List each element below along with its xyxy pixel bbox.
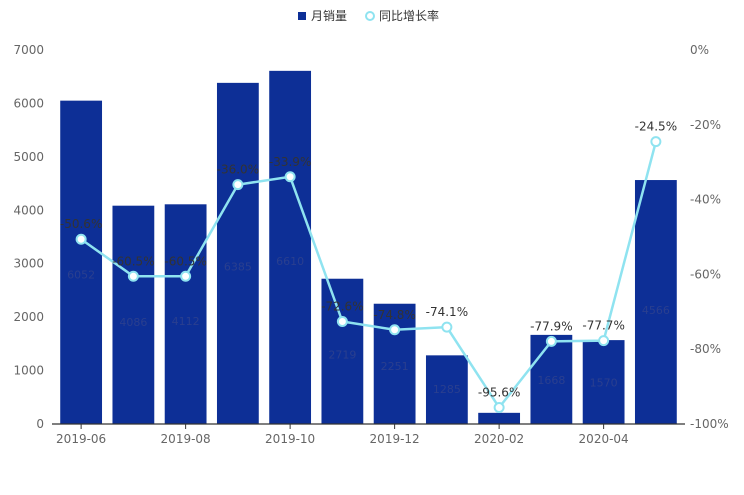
bar-2019-10 bbox=[269, 70, 312, 424]
line-series bbox=[75, 136, 662, 414]
data-labels: 6052 4086 4112 6385 6610 2719 2251 1285 1668 1570… bbox=[60, 120, 677, 400]
y-right-tick-label: -20% bbox=[690, 118, 721, 132]
legend: 月销量 同比增长率 bbox=[298, 8, 439, 23]
line-point-2019-06 bbox=[75, 233, 87, 245]
axes: 0 1000 2000 3000 4000 5000 6000 7000 -100% -80% -6… bbox=[13, 43, 728, 446]
line-point-2019-10 bbox=[284, 171, 296, 183]
bar-value-label: 6385 bbox=[224, 260, 252, 273]
bar-series bbox=[60, 70, 677, 425]
bar-value-label: 1285 bbox=[433, 383, 461, 396]
x-tick-label: 2019-06 bbox=[56, 432, 106, 446]
legend-bar-swatch bbox=[298, 12, 306, 20]
bar-value-label: 2719 bbox=[328, 349, 356, 362]
x-tick-label: 2020-02 bbox=[474, 432, 524, 446]
line-value-label: -77.7% bbox=[582, 319, 624, 333]
bar-value-label: 1668 bbox=[537, 374, 565, 387]
bar-value-label: 4112 bbox=[172, 315, 200, 328]
line-point-2020-04 bbox=[598, 335, 610, 347]
line-point-2019-11 bbox=[336, 316, 348, 328]
line-value-label: -36.0% bbox=[217, 163, 259, 177]
bar-value-label: 6052 bbox=[67, 268, 95, 281]
legend-item-label: 月销量 bbox=[311, 9, 347, 23]
bar-value-label: 1570 bbox=[590, 376, 618, 389]
y-left-tick-label: 2000 bbox=[13, 310, 44, 324]
line-value-label: -60.5% bbox=[164, 254, 206, 268]
line-point-2019-08 bbox=[180, 270, 192, 282]
line-point-2020-05 bbox=[650, 136, 662, 148]
line-path bbox=[80, 141, 658, 410]
line-value-label: -95.6% bbox=[478, 386, 520, 400]
bar-2020-01 bbox=[425, 355, 468, 424]
x-tick-label: 2019-10 bbox=[265, 432, 315, 446]
x-tick-label: 2019-12 bbox=[370, 432, 420, 446]
line-value-label: -77.9% bbox=[530, 319, 572, 333]
y-right-tick-label: -60% bbox=[690, 267, 721, 281]
bar-2019-06 bbox=[60, 100, 103, 425]
line-point-2019-09 bbox=[232, 179, 244, 191]
bar-value-label: 6610 bbox=[276, 255, 304, 268]
legend-item-label: 同比增长率 bbox=[379, 8, 439, 23]
bar-2019-11 bbox=[321, 278, 364, 424]
bar-value-label: 2251 bbox=[381, 360, 409, 373]
bar-2020-05 bbox=[634, 180, 677, 424]
line-value-label: -24.5% bbox=[635, 120, 677, 134]
y-right-tick-label: 0% bbox=[690, 43, 709, 57]
y-right-tick-label: -40% bbox=[690, 193, 721, 207]
y-left-tick-label: 1000 bbox=[13, 364, 44, 378]
y-left-tick-label: 7000 bbox=[13, 43, 44, 57]
y-left-tick-label: 5000 bbox=[13, 150, 44, 164]
line-point-2020-02 bbox=[493, 402, 505, 414]
legend-line-swatch bbox=[365, 11, 375, 21]
bar-value-label: 4086 bbox=[119, 316, 147, 329]
y-left-tick-label: 6000 bbox=[13, 96, 44, 110]
bar-2019-12 bbox=[373, 303, 416, 424]
line-point-2020-03 bbox=[545, 335, 557, 347]
line-point-2019-07 bbox=[127, 270, 139, 282]
y-left-tick-label: 0 bbox=[36, 417, 44, 431]
bar-2019-08 bbox=[164, 204, 207, 424]
bar-2020-04 bbox=[582, 340, 625, 424]
y-left-tick-label: 3000 bbox=[13, 257, 44, 271]
x-tick-label: 2020-04 bbox=[579, 432, 629, 446]
y-right-tick-label: -100% bbox=[690, 417, 729, 431]
line-point-2020-01 bbox=[441, 321, 453, 333]
line-value-label: -74.1% bbox=[426, 305, 468, 319]
line-point-2019-12 bbox=[389, 324, 401, 336]
bar-2019-09 bbox=[216, 82, 259, 424]
y-left-tick-label: 4000 bbox=[13, 203, 44, 217]
line-value-label: -60.5% bbox=[112, 254, 154, 268]
y-right-tick-label: -80% bbox=[690, 342, 721, 356]
bar-value-label: 4566 bbox=[642, 304, 670, 317]
bar-2019-07 bbox=[112, 205, 155, 424]
bar-2020-02 bbox=[478, 412, 521, 424]
line-value-label: -33.9% bbox=[269, 155, 311, 169]
line-value-label: -50.6% bbox=[60, 217, 102, 231]
line-value-label: -74.8% bbox=[373, 308, 415, 322]
line-value-label: -72.6% bbox=[321, 300, 363, 314]
x-tick-label: 2019-08 bbox=[161, 432, 211, 446]
bar-2020-03 bbox=[530, 334, 573, 424]
